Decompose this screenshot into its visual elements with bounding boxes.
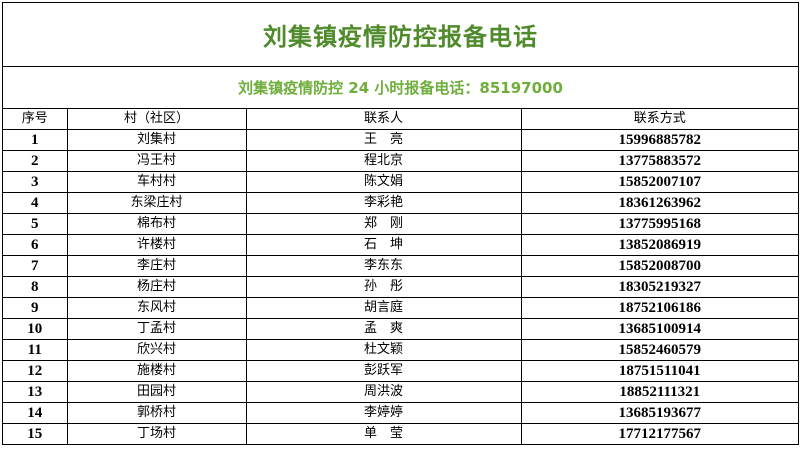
contact-name: 李婷婷: [245, 402, 522, 424]
phone-number: 18751511041: [520, 360, 798, 382]
phone-number: 13852086919: [520, 234, 798, 256]
phone-number: 13685100914: [520, 318, 798, 340]
phone-number: 17712177567: [520, 423, 798, 445]
village-name: 欣兴村: [66, 339, 247, 361]
table-row: 15 丁场村单 莹 17712177567: [3, 423, 798, 445]
table-header-row: 序号 村（社区） 联系人 联系方式: [3, 109, 798, 130]
village-name: 杨庄村: [66, 276, 247, 298]
village-name: 冯王村: [66, 150, 247, 172]
row-index: 2: [3, 150, 68, 172]
table-row: 7 李庄村 李东东 15852008700: [3, 255, 798, 277]
table-row: 5 棉布村郑 刚 13775995168: [3, 213, 798, 235]
contact-name: 单 莹: [245, 423, 522, 445]
village-name: 施楼村: [66, 360, 247, 382]
contact-name: 胡言庭: [245, 297, 522, 319]
table-row: 6 许楼村石 坤 13852086919: [3, 234, 798, 256]
sheet-title: 刘集镇疫情防控报备电话: [3, 3, 798, 67]
row-index: 7: [3, 255, 68, 277]
contact-name: 李彩艳: [245, 192, 522, 214]
contact-name: 王 亮: [245, 129, 522, 151]
village-name: 李庄村: [66, 255, 247, 277]
row-index: 3: [3, 171, 68, 193]
phone-number: 18852111321: [520, 381, 798, 403]
village-name: 刘集村: [66, 129, 247, 151]
phone-number: 13685193677: [520, 402, 798, 424]
phone-number: 15852007107: [520, 171, 798, 193]
contact-name: 周洪波: [245, 381, 522, 403]
header-phone: 联系方式: [520, 109, 798, 130]
table-row: 11 欣兴村 杜文颖 15852460579: [3, 339, 798, 361]
table-row: 10 丁孟村孟 爽 13685100914: [3, 318, 798, 340]
village-name: 车村村: [66, 171, 247, 193]
hotline-subtitle: 刘集镇疫情防控 24 小时报备电话：85197000: [3, 67, 798, 109]
phone-number: 18752106186: [520, 297, 798, 319]
contact-name: 孟 爽: [245, 318, 522, 340]
table-row: 1 刘集村王 亮 15996885782: [3, 129, 798, 151]
village-name: 许楼村: [66, 234, 247, 256]
contact-name: 陈文娟: [245, 171, 522, 193]
row-index: 11: [3, 339, 68, 361]
table-row: 2 冯王村 程北京 13775883572: [3, 150, 798, 172]
row-index: 8: [3, 276, 68, 298]
contact-name: 石 坤: [245, 234, 522, 256]
phone-number: 13775883572: [520, 150, 798, 172]
phone-number: 15852460579: [520, 339, 798, 361]
header-contact: 联系人: [245, 109, 522, 130]
village-name: 棉布村: [66, 213, 247, 235]
row-index: 5: [3, 213, 68, 235]
contact-name: 彭跃军: [245, 360, 522, 382]
contact-name: 杜文颖: [245, 339, 522, 361]
table-row: 8 杨庄村孙 彤 18305219327: [3, 276, 798, 298]
phone-number: 18305219327: [520, 276, 798, 298]
contact-table: 序号 村（社区） 联系人 联系方式 1 刘集村王 亮 15996885782 2 冯王村…: [3, 109, 798, 445]
row-index: 10: [3, 318, 68, 340]
village-name: 郭桥村: [66, 402, 247, 424]
contact-sheet: 刘集镇疫情防控报备电话 刘集镇疫情防控 24 小时报备电话：85197000 序…: [2, 2, 799, 445]
village-name: 东梁庄村: [66, 192, 247, 214]
phone-number: 15996885782: [520, 129, 798, 151]
table-row: 14 郭桥村 李婷婷 13685193677: [3, 402, 798, 424]
header-index: 序号: [3, 109, 68, 130]
row-index: 9: [3, 297, 68, 319]
row-index: 13: [3, 381, 68, 403]
row-index: 15: [3, 423, 68, 445]
row-index: 12: [3, 360, 68, 382]
row-index: 14: [3, 402, 68, 424]
phone-number: 13775995168: [520, 213, 798, 235]
row-index: 1: [3, 129, 68, 151]
row-index: 6: [3, 234, 68, 256]
contact-name: 李东东: [245, 255, 522, 277]
contact-name: 郑 刚: [245, 213, 522, 235]
table-row: 12 施楼村 彭跃军 18751511041: [3, 360, 798, 382]
contact-name: 程北京: [245, 150, 522, 172]
header-village: 村（社区）: [66, 109, 247, 130]
table-row: 3 车村村 陈文娟 15852007107: [3, 171, 798, 193]
table-row: 9 东风村 胡言庭 18752106186: [3, 297, 798, 319]
village-name: 丁孟村: [66, 318, 247, 340]
village-name: 丁场村: [66, 423, 247, 445]
phone-number: 18361263962: [520, 192, 798, 214]
table-row: 13 田园村 周洪波 18852111321: [3, 381, 798, 403]
contact-name: 孙 彤: [245, 276, 522, 298]
table-row: 4 东梁庄村 李彩艳 18361263962: [3, 192, 798, 214]
phone-number: 15852008700: [520, 255, 798, 277]
row-index: 4: [3, 192, 68, 214]
village-name: 田园村: [66, 381, 247, 403]
village-name: 东风村: [66, 297, 247, 319]
